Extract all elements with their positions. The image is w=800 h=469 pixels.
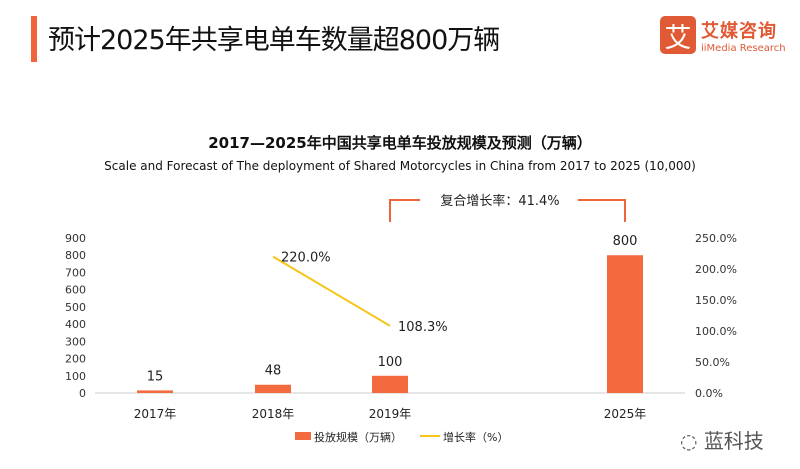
x-tick-label: 2018年 — [252, 407, 295, 421]
line-data-label: 108.3% — [398, 320, 448, 335]
bar-data-label: 48 — [265, 364, 282, 379]
bar — [607, 255, 643, 393]
title-accent-bar — [31, 16, 37, 62]
left-tick-label: 400 — [65, 318, 86, 331]
logo: 艾 艾媒咨询 iiMedia Research — [660, 16, 786, 54]
left-tick-label: 0 — [79, 387, 86, 400]
bar-data-label: 100 — [378, 355, 403, 370]
bar — [372, 375, 408, 393]
left-tick-label: 500 — [65, 301, 86, 314]
logo-en: iiMedia Research — [701, 42, 786, 54]
right-tick-label: 200.0% — [695, 263, 737, 276]
legend-label-line: 增长率（%） — [443, 430, 508, 444]
left-tick-label: 100 — [65, 370, 86, 383]
right-tick-label: 100.0% — [695, 325, 737, 338]
bar-data-label: 800 — [613, 234, 638, 249]
right-tick-label: 50.0% — [695, 356, 730, 369]
x-tick-label: 2019年 — [369, 407, 412, 421]
left-tick-label: 800 — [65, 249, 86, 262]
left-tick-label: 300 — [65, 335, 86, 348]
growth-rate-line — [272, 255, 391, 327]
watermark: ◌ 蓝科技 — [680, 425, 764, 454]
cagr-annotation: 复合增长率：41.4% — [440, 193, 559, 209]
chart-title: 2017—2025年中国共享电单车投放规模及预测（万辆） — [208, 134, 592, 152]
page-title: 预计2025年共享电单车数量超800万辆 — [48, 25, 500, 56]
bar — [255, 384, 291, 393]
right-tick-label: 150.0% — [695, 294, 737, 307]
cagr-bracket-left — [389, 199, 420, 222]
legend-label-bar: 投放规模（万辆） — [314, 430, 402, 444]
x-tick-label: 2025年 — [604, 407, 647, 421]
right-tick-label: 250.0% — [695, 232, 737, 245]
logo-mark: 艾 — [660, 16, 696, 54]
bar — [137, 390, 173, 393]
legend-swatch-bar — [295, 432, 311, 440]
logo-cn: 艾媒咨询 — [701, 20, 777, 42]
left-tick-label: 600 — [65, 284, 86, 297]
chart-subtitle: Scale and Forecast of The deployment of … — [104, 159, 696, 173]
left-tick-label: 900 — [65, 232, 86, 245]
right-tick-label: 0.0% — [695, 387, 723, 400]
wechat-icon: ◌ — [680, 429, 704, 453]
x-tick-label: 2017年 — [134, 407, 177, 421]
cagr-bracket-right — [578, 199, 626, 222]
bar-data-label: 15 — [147, 369, 164, 384]
watermark-text: 蓝科技 — [703, 429, 764, 453]
left-tick-label: 200 — [65, 353, 86, 366]
line-data-label: 220.0% — [281, 251, 331, 266]
left-tick-label: 700 — [65, 266, 86, 279]
